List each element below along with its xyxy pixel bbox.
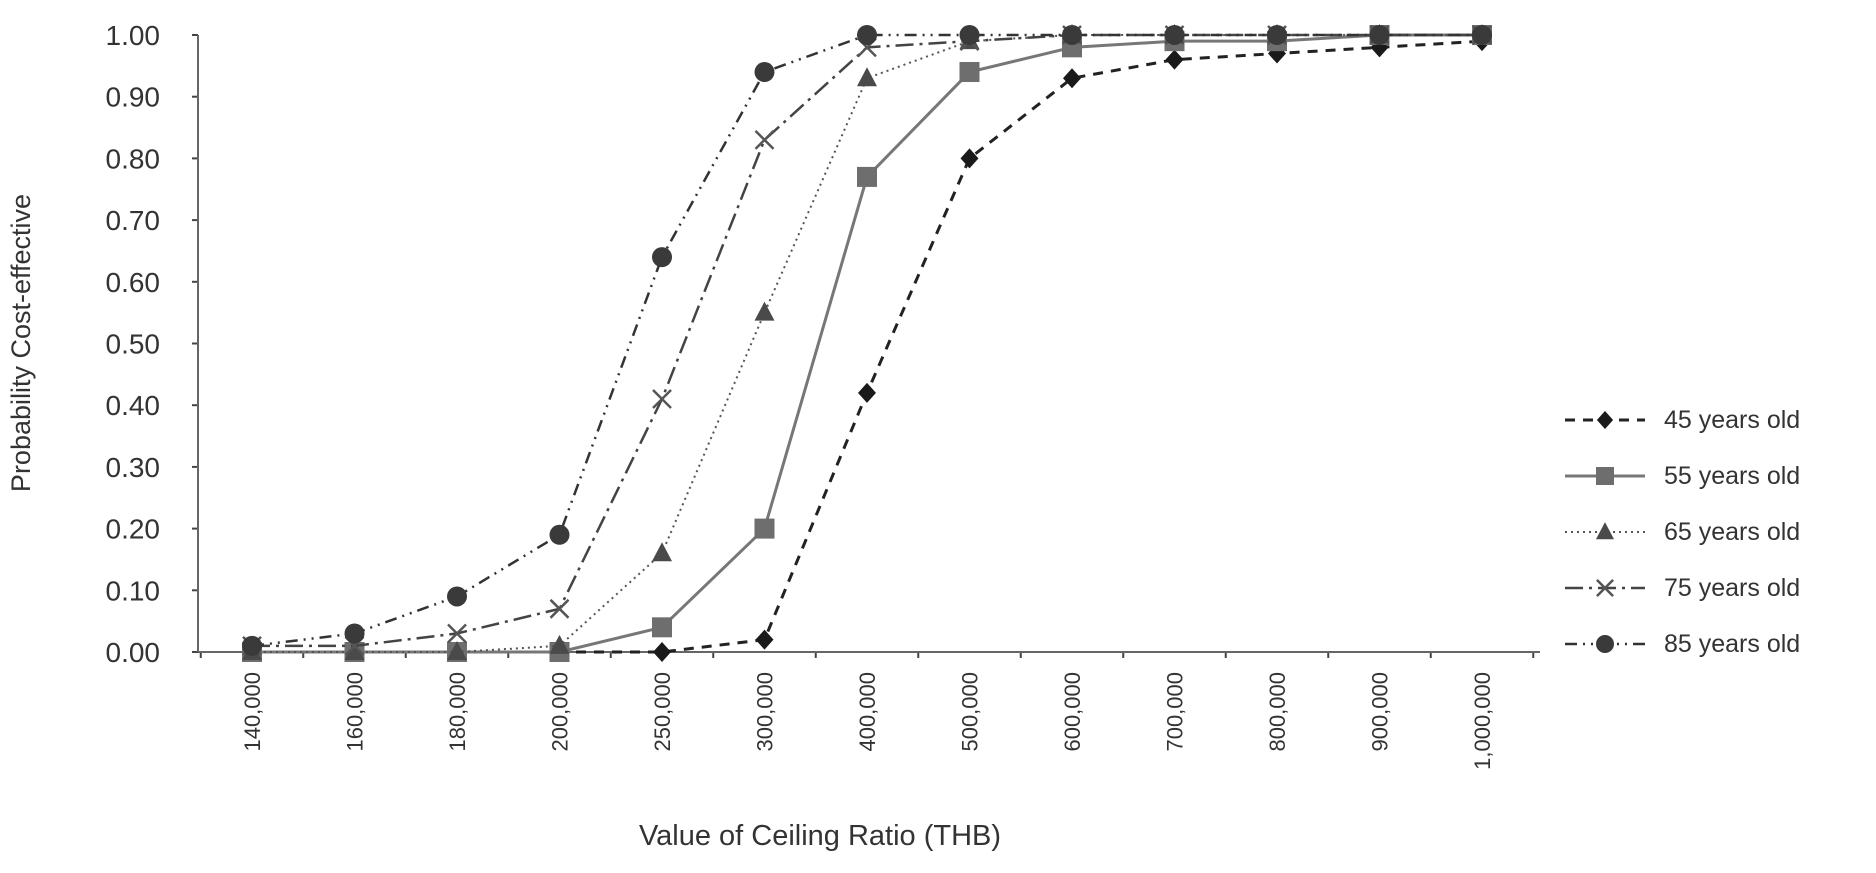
x-tick-label: 500,000 xyxy=(958,672,983,752)
series-group xyxy=(242,24,1492,662)
diamond-marker-icon xyxy=(1565,411,1645,429)
y-tick-label: 0.90 xyxy=(106,82,161,113)
legend-label: 85 years old xyxy=(1664,629,1801,658)
legend-label: 45 years old xyxy=(1664,405,1801,434)
x-tick-label: 1,000,000 xyxy=(1470,672,1495,770)
x-tick-label: 300,000 xyxy=(753,672,778,752)
series-75-years-old xyxy=(242,25,1492,656)
series-45-years-old xyxy=(243,31,1491,662)
x-tick-label: 250,000 xyxy=(650,672,675,752)
y-tick-label: 0.80 xyxy=(106,143,161,174)
y-tick-label: 0.30 xyxy=(106,452,161,483)
x-axis-ticks: 140,000 160,000 180,000 200,000 250,000 300,0… xyxy=(199,652,1535,770)
x-tick-label: 140,000 xyxy=(240,672,265,752)
square-marker-icon xyxy=(1565,467,1645,485)
legend-item: 65 years old xyxy=(1560,504,1800,560)
y-axis-label: Probability Cost-effective xyxy=(6,194,36,492)
circle-marker-icon xyxy=(1565,635,1645,653)
series-85-years-old xyxy=(242,25,1492,656)
legend-item: 75 years old xyxy=(1560,560,1800,616)
y-tick-label: 0.10 xyxy=(106,575,161,606)
x-tick-label: 800,000 xyxy=(1265,672,1290,752)
y-tick-label: 0.40 xyxy=(106,390,161,421)
y-tick-label: 0.70 xyxy=(106,205,161,236)
series-55-years-old xyxy=(242,25,1492,662)
legend-item: 45 years old xyxy=(1560,392,1800,448)
x-tick-label: 180,000 xyxy=(445,672,470,752)
x-tick-label: 700,000 xyxy=(1163,672,1188,752)
legend-item: 55 years old xyxy=(1560,448,1800,504)
x-marker-icon xyxy=(1565,579,1645,597)
y-tick-label: 0.20 xyxy=(106,514,161,545)
triangle-marker-icon xyxy=(1565,522,1645,540)
y-tick-label: 0.50 xyxy=(106,329,161,360)
legend-label: 55 years old xyxy=(1664,461,1801,490)
legend-label: 65 years old xyxy=(1664,517,1801,546)
x-tick-label: 900,000 xyxy=(1368,672,1393,752)
series-65-years-old xyxy=(242,24,1492,660)
y-tick-label: 0.60 xyxy=(106,267,161,298)
y-axis-ticks: 0.00 0.10 0.20 0.30 0.40 0.50 0.60 0.70 0.80 0.90… xyxy=(106,20,198,668)
x-tick-label: 400,000 xyxy=(855,672,880,752)
x-axis-label: Value of Ceiling Ratio (THB) xyxy=(639,820,1001,852)
x-tick-label: 200,000 xyxy=(548,672,573,752)
legend-item: 85 years old xyxy=(1560,616,1800,672)
x-tick-label: 160,000 xyxy=(343,672,368,752)
y-tick-label: 0.00 xyxy=(106,637,161,668)
legend: 45 years old 55 years old 65 years old 75 y… xyxy=(1560,392,1800,672)
x-tick-label: 600,000 xyxy=(1060,672,1085,752)
y-tick-label: 1.00 xyxy=(106,20,161,51)
legend-label: 75 years old xyxy=(1664,573,1801,602)
